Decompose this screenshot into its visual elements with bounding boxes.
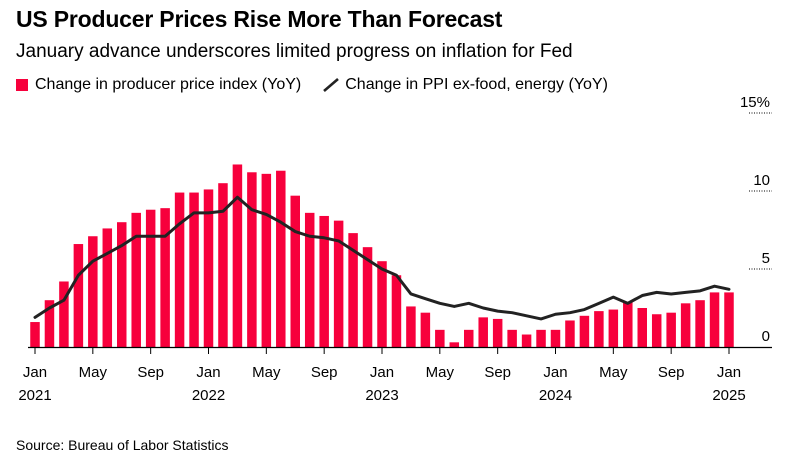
legend-label-ppi: Change in producer price index (YoY) [35,76,302,93]
ppi-bar [695,300,705,347]
ppi-bar [218,183,228,347]
ppi-bar [304,212,315,347]
x-tick-label: Sep [484,364,511,381]
ppi-bar [536,329,546,347]
ppi-bar [377,261,387,347]
x-tick-label: Jan [370,364,394,381]
ppi-bar [709,292,720,347]
ppi-bar [131,212,141,347]
ppi-bar [102,228,113,347]
ppi-bar [579,315,590,347]
chart-subtitle: January advance underscores limited prog… [16,41,573,62]
x-tick-year-label: 2021 [18,387,51,404]
x-tick-label: Sep [311,364,338,381]
x-tick-label: Sep [658,364,685,381]
ppi-bar [247,172,257,347]
ppi-bar [117,222,127,347]
ppi-bar [637,308,647,347]
ppi-bar [319,215,329,347]
ppi-bar [261,173,272,347]
ppi-bar [160,208,170,347]
chart-title: US Producer Prices Rise More Than Foreca… [16,6,503,32]
x-axis: Jan 2021 May Sep Jan 2022 May Sep Jan 2023 May Sep J… [18,346,772,404]
x-tick-label: May [426,364,455,381]
ppi-bar [406,306,416,347]
ppi-bar [290,195,300,347]
ppi-bar [30,322,40,347]
ppi-bar [680,303,691,347]
ppi-bar [435,329,445,347]
ppi-bar [507,329,517,347]
ppi-bar [232,164,243,347]
x-tick-label: May [599,364,628,381]
x-tick-year-label: 2025 [712,387,745,404]
ppi-bar [333,220,344,347]
x-tick-year-label: 2024 [539,387,572,404]
ppi-bar [594,311,604,347]
ppi-bar [420,312,431,347]
legend: Change in producer price index (YoY) Cha… [16,76,608,94]
y-tick-label: 0 [762,328,770,345]
ppi-bar [44,300,55,347]
x-tick-label: May [252,364,281,381]
x-tick-year-label: 2023 [365,387,398,404]
ppi-bar [724,292,734,347]
ppi-bar [73,244,84,347]
ppi-bar [464,329,474,347]
x-tick-label: Jan [196,364,220,381]
ppi-bar [189,192,199,347]
ppi-bar [88,236,98,347]
ppi-bar [478,317,488,347]
ppi-bar [203,189,214,347]
ppi-bar [521,334,532,347]
ppi-bar [362,247,373,347]
legend-item-ppi: Change in producer price index (YoY) [16,76,301,94]
ppi-bar [550,329,561,347]
line-series [33,195,731,321]
y-tick-label: 5 [762,250,770,267]
x-tick-label: May [79,364,108,381]
ppi-bar [651,314,662,347]
y-tick-label: 10 [753,172,770,189]
x-tick-label: Jan [543,364,567,381]
legend-label-core-ppi: Change in PPI ex-food, energy (YoY) [345,76,608,93]
ppi-bar [666,312,676,347]
legend-swatch-bar [16,79,28,91]
y-tick-label: 15% [740,94,770,111]
ppi-bar [59,281,69,347]
y-axis: 0 5 10 15% [740,94,772,345]
ppi-bar [623,301,633,347]
x-tick-label: Jan [23,364,47,381]
source-note: Source: Bureau of Labor Statistics [16,437,229,453]
ppi-bar [608,309,619,347]
ppi-bar [391,275,402,347]
x-tick-year-label: 2022 [192,387,225,404]
ppi-bar [348,233,358,347]
bar-series [30,164,734,347]
legend-swatch-line [323,78,340,92]
core-ppi-line [33,195,731,321]
ppi-bar [492,318,503,347]
ppi-bar [276,170,286,347]
ppi-bar [145,209,156,347]
ppi-bar [565,320,575,347]
ppi-bar [174,192,185,347]
legend-item-core-ppi: Change in PPI ex-food, energy (YoY) [323,76,608,94]
x-tick-label: Jan [717,364,741,381]
x-tick-label: Sep [137,364,164,381]
ppi-bar [449,342,460,347]
